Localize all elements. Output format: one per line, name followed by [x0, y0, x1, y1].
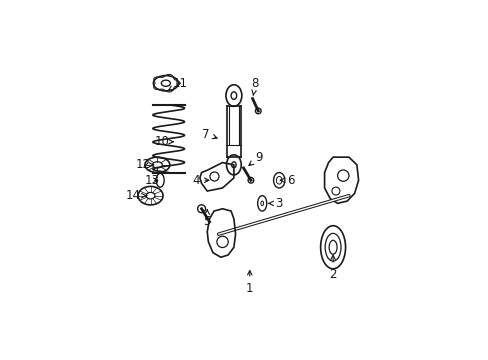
Text: 3: 3 — [268, 197, 283, 210]
Text: 5: 5 — [203, 210, 210, 228]
Text: 11: 11 — [168, 77, 187, 90]
Text: 12: 12 — [135, 158, 153, 171]
Text: 10: 10 — [154, 135, 173, 148]
Text: 7: 7 — [202, 127, 217, 140]
Text: 13: 13 — [144, 174, 159, 187]
Text: 14: 14 — [126, 189, 146, 202]
Text: 1: 1 — [245, 270, 253, 294]
Text: 8: 8 — [251, 77, 259, 95]
Text: 6: 6 — [280, 174, 294, 187]
Text: 2: 2 — [329, 255, 336, 281]
Text: 4: 4 — [192, 174, 208, 187]
Text: 9: 9 — [248, 150, 263, 166]
